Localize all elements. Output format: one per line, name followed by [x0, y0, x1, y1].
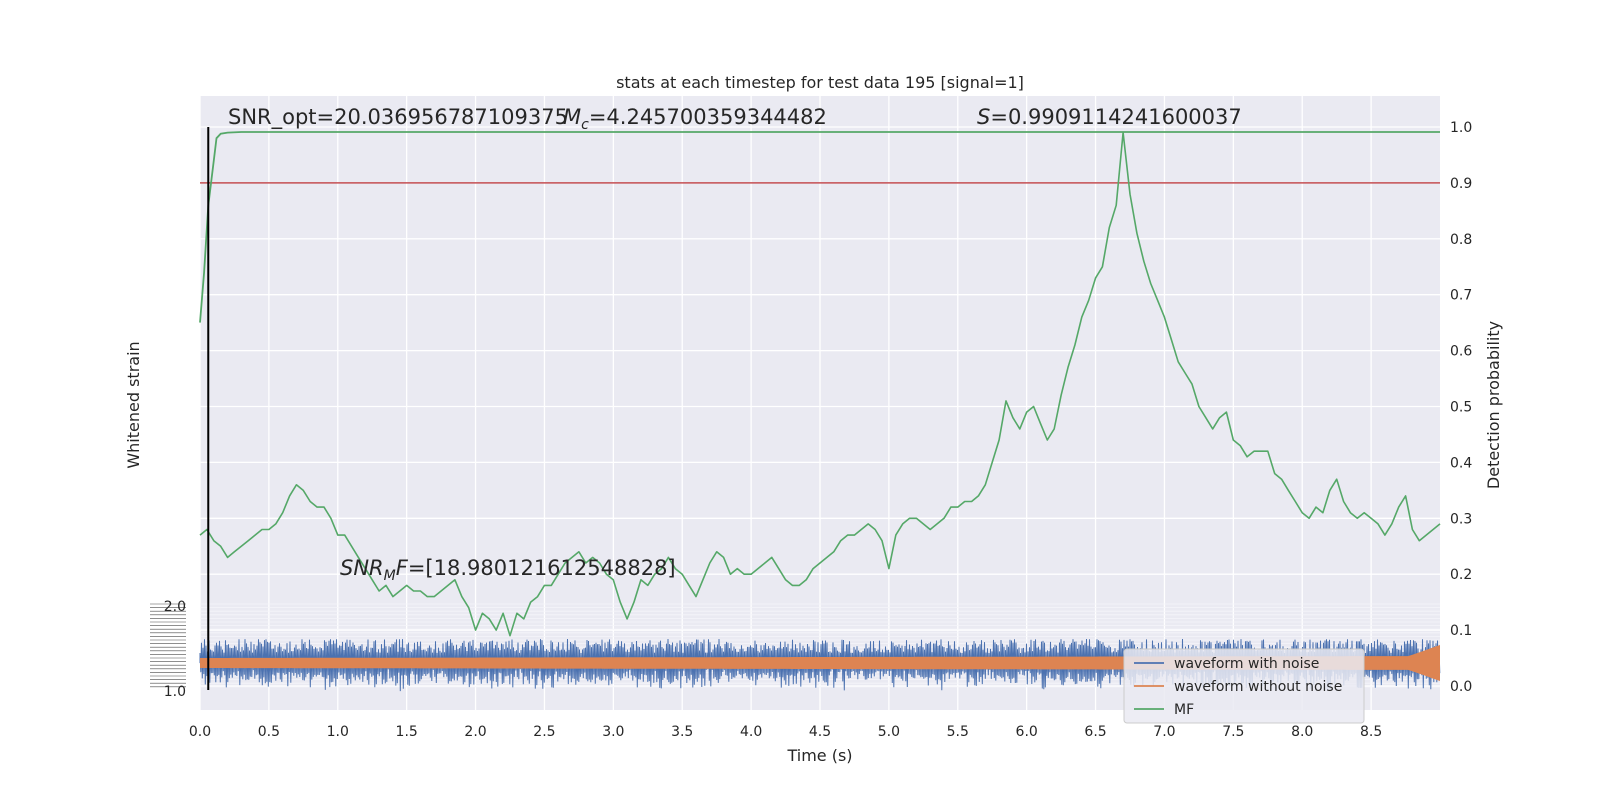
- legend: waveform with noise waveform without noi…: [1123, 648, 1365, 724]
- legend-box: [1123, 648, 1365, 724]
- annotation-snr-mf: SNRMF=[18.980121612548828]: [340, 556, 676, 584]
- x-tick-label: 1.5: [396, 724, 418, 740]
- x-tick-label: 0.5: [258, 724, 280, 740]
- annotation-snr-opt: SNR_opt=20.036956787109375: [228, 105, 568, 130]
- strain-tick-label: 2.0: [164, 599, 186, 615]
- waveform-without-noise-series: [200, 645, 1440, 681]
- y-right-tick-label: 0.6: [1450, 344, 1472, 360]
- y-right-tick-label: 0.9: [1450, 176, 1472, 192]
- y-right-tick-label: 0.4: [1450, 455, 1472, 471]
- detection-probability-line: [199, 131, 1440, 323]
- annotation-mc: Mc=4.245700359344482: [563, 105, 827, 133]
- x-tick-label: 1.0: [327, 724, 349, 740]
- y-right-tick-label: 1.0: [1450, 120, 1472, 136]
- x-tick-label: 6.0: [1016, 724, 1038, 740]
- detection-probability-series: [199, 131, 1440, 323]
- legend-label-noise: waveform with noise: [1174, 656, 1319, 672]
- x-tick-label: 7.0: [1153, 724, 1175, 740]
- y-right-tick-label: 0.3: [1450, 511, 1472, 527]
- x-tick-label: 2.0: [464, 724, 486, 740]
- x-axis-ticks: 0.0 0.5 1.0 1.5 2.0 2.5 3.0 3.5 4.0 4.5 5.0 5.5 6.0 6…: [189, 724, 1382, 740]
- y-left-axis-label: Whitened strain: [124, 341, 143, 468]
- x-tick-label: 6.5: [1084, 724, 1106, 740]
- x-tick-label: 3.0: [602, 724, 624, 740]
- x-tick-label: 5.5: [947, 724, 969, 740]
- mf-line: [199, 131, 1441, 637]
- legend-label-clean: waveform without noise: [1174, 679, 1342, 695]
- y-right-axis-ticks: 0.0 0.1 0.2 0.3 0.4 0.5 0.6 0.7 0.8 0.9 1.0: [1450, 120, 1472, 695]
- y-right-tick-label: 0.1: [1450, 623, 1472, 639]
- x-tick-label: 8.5: [1360, 724, 1382, 740]
- x-tick-label: 0.0: [189, 724, 211, 740]
- annotation-s: S=0.9909114241600037: [977, 105, 1242, 129]
- y-right-tick-label: 0.2: [1450, 567, 1472, 583]
- x-tick-label: 7.5: [1222, 724, 1244, 740]
- x-tick-label: 4.5: [809, 724, 831, 740]
- x-tick-label: 3.5: [671, 724, 693, 740]
- clean-waveform-band: [200, 645, 1440, 681]
- x-tick-label: 8.0: [1291, 724, 1313, 740]
- mf-series: [199, 131, 1441, 637]
- x-tick-label: 2.5: [533, 724, 555, 740]
- y-right-axis-label: Detection probability: [1484, 321, 1503, 489]
- y-right-tick-label: 0.8: [1450, 232, 1472, 248]
- x-tick-label: 4.0: [740, 724, 762, 740]
- y-right-tick-label: 0.0: [1450, 679, 1472, 695]
- x-tick-label: 5.0: [878, 724, 900, 740]
- y-right-tick-label: 0.5: [1450, 400, 1472, 416]
- x-axis-label: Time (s): [786, 746, 852, 765]
- strain-tick-label: 1.0: [164, 684, 186, 700]
- chart-title: stats at each timestep for test data 195…: [616, 73, 1024, 92]
- y-right-tick-label: 0.7: [1450, 288, 1472, 304]
- legend-label-mf: MF: [1174, 702, 1194, 718]
